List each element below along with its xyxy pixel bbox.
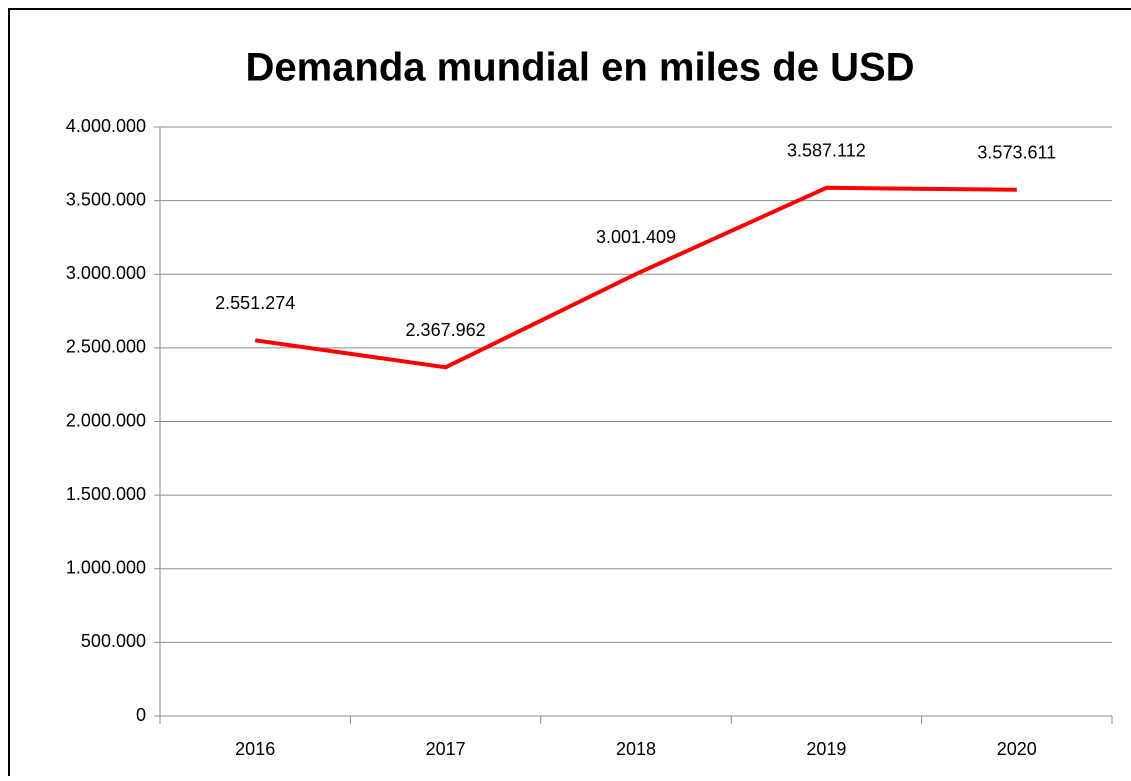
chart-title: Demanda mundial en miles de USD <box>245 46 914 90</box>
y-tick-label: 500.000 <box>81 631 146 651</box>
y-tick-label: 2.500.000 <box>66 337 146 357</box>
line-series <box>254 185 1017 370</box>
y-tick-label: 2.000.000 <box>66 410 146 430</box>
y-tick-label: 3.500.000 <box>66 189 146 209</box>
data-label: 3.587.112 <box>787 141 866 161</box>
y-tick-label: 0 <box>136 705 146 725</box>
x-tick-label: 2018 <box>616 739 656 759</box>
y-tick-label: 1.500.000 <box>66 484 146 504</box>
data-label: 3.001.409 <box>596 227 676 247</box>
data-label: 2.367.962 <box>406 320 486 340</box>
x-tick-label: 2019 <box>806 739 846 759</box>
y-tick-label: 4.000.000 <box>66 116 146 136</box>
data-label: 2.551.274 <box>215 293 295 313</box>
data-label: 3.573.611 <box>977 143 1056 163</box>
y-tick-label: 3.000.000 <box>66 263 146 283</box>
chart-frame <box>8 8 1131 781</box>
x-tick-label: 2020 <box>997 739 1037 759</box>
y-tick-label: 1.000.000 <box>66 558 146 578</box>
x-tick-label: 2017 <box>426 739 466 759</box>
x-tick-label: 2016 <box>235 739 275 759</box>
